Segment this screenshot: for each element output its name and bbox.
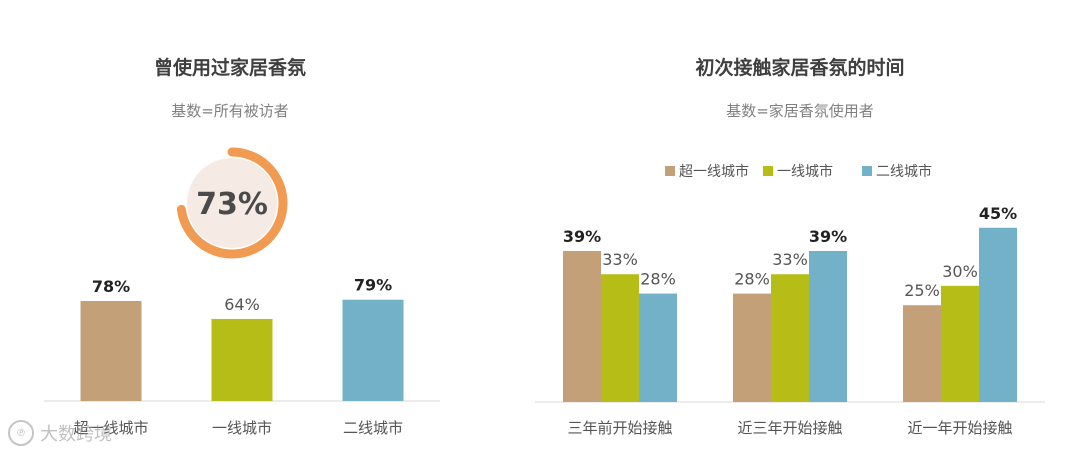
- right-bar-value-label: 28%: [734, 270, 770, 289]
- watermark-text: 大数跨境: [40, 424, 112, 445]
- donut-arc: [176, 147, 288, 259]
- right-category-label: 三年前开始接触: [567, 419, 672, 437]
- left-category-label: 一线城市: [212, 419, 272, 437]
- watermark: ℗ 大数跨境: [8, 420, 112, 446]
- left-bar: [211, 318, 273, 401]
- donut-label: 73%: [196, 187, 268, 222]
- donut-center: [187, 158, 277, 248]
- left-category-label: 超一线城市: [73, 419, 148, 437]
- left-chart-subtitle: 基数=所有被访者: [171, 102, 289, 120]
- right-bar: [903, 305, 941, 402]
- legend-label: 二线城市: [876, 163, 932, 180]
- right-bar-value-label: 39%: [809, 227, 847, 246]
- right-bar: [979, 227, 1017, 402]
- left-bar-value-label: 78%: [92, 277, 130, 296]
- legend-label: 一线城市: [777, 163, 833, 180]
- right-bar: [941, 285, 979, 402]
- right-bar-value-label: 39%: [563, 227, 601, 246]
- left-chart-title: 曾使用过家居香氛: [153, 57, 306, 79]
- right-bar-value-label: 33%: [602, 250, 638, 269]
- left-bar: [80, 301, 142, 401]
- right-category-label: 近三年开始接触: [737, 419, 842, 437]
- right-category-label: 近一年开始接触: [907, 419, 1012, 437]
- right-bar-value-label: 45%: [979, 204, 1017, 223]
- right-bar: [733, 293, 771, 402]
- right-bar: [601, 274, 639, 402]
- legend-label: 超一线城市: [679, 163, 749, 180]
- legend-swatch: [665, 166, 675, 176]
- legend-swatch: [763, 166, 773, 176]
- legend-swatch: [862, 166, 872, 176]
- right-bar: [563, 251, 601, 402]
- left-category-label: 二线城市: [343, 419, 403, 437]
- right-bar-value-label: 28%: [640, 270, 676, 289]
- right-bar-value-label: 30%: [942, 262, 978, 281]
- right-bar: [639, 293, 677, 402]
- right-bar-value-label: 25%: [904, 281, 940, 300]
- left-bar: [342, 299, 404, 401]
- right-chart-title: 初次接触家居香氛的时间: [695, 57, 905, 79]
- left-bar-value-label: 79%: [354, 276, 392, 295]
- watermark-logo-icon: ℗: [8, 420, 34, 446]
- left-bar-value-label: 64%: [224, 295, 260, 314]
- right-chart-subtitle: 基数=家居香氛使用者: [726, 102, 874, 120]
- right-bar: [771, 274, 809, 402]
- right-bar-value-label: 33%: [772, 250, 808, 269]
- right-bar: [809, 251, 847, 402]
